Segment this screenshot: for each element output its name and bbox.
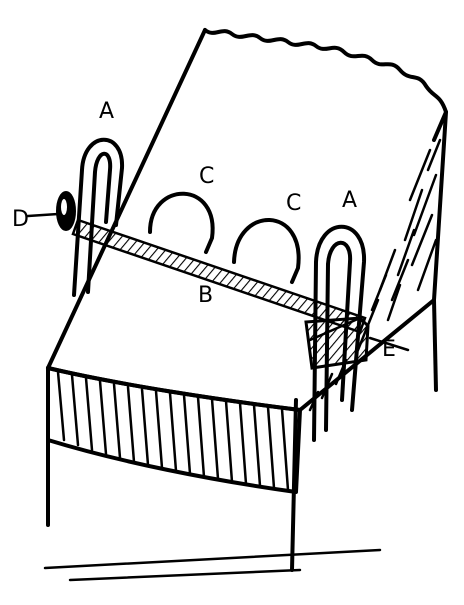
loop-c-right (232, 218, 301, 284)
frame-post-right (432, 298, 438, 392)
base-line-1 (43, 548, 382, 570)
frame-post-front (290, 398, 298, 572)
spine-top-edge (46, 366, 302, 412)
side-hatching (308, 138, 442, 412)
label-b: B (198, 283, 213, 308)
label-a-left: A (99, 99, 114, 124)
loop-a-left-inner (86, 151, 113, 294)
label-d: D (12, 207, 29, 232)
leader-e (368, 336, 410, 352)
loop-a-right-inner (324, 240, 353, 432)
base-line-2 (68, 568, 302, 582)
label-a-right: A (342, 188, 357, 213)
block-e (304, 316, 370, 370)
rod-b (71, 218, 367, 334)
label-e: E (382, 337, 396, 362)
book-left-edge (46, 28, 207, 370)
block-e-edge (308, 316, 362, 342)
spine-hatching (56, 370, 290, 492)
leader-d (26, 212, 60, 218)
loop-c-left (148, 191, 215, 254)
book-top-surface (203, 28, 448, 142)
label-c-left: C (199, 164, 214, 189)
label-c-right: C (286, 191, 301, 216)
loop-a-left-outer (72, 137, 125, 297)
loop-a-right-outer (312, 224, 367, 442)
